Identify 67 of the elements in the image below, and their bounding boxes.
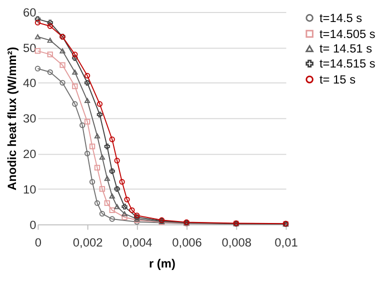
point xyxy=(60,48,66,54)
point xyxy=(104,176,110,181)
point xyxy=(34,16,41,22)
x-axis-title: r (m) xyxy=(149,256,176,270)
x-tick-label: 0,006 xyxy=(172,236,202,250)
point xyxy=(89,179,96,185)
point xyxy=(72,83,78,90)
x-tick-label: 0,004 xyxy=(122,236,153,250)
point xyxy=(72,70,78,75)
point xyxy=(72,52,78,58)
point xyxy=(122,211,128,216)
y-tick-label: 0 xyxy=(30,218,37,232)
point xyxy=(129,207,135,213)
point xyxy=(109,136,115,142)
point xyxy=(114,186,120,192)
point xyxy=(96,101,103,107)
point xyxy=(99,210,106,217)
legend-label: t=14.515 s xyxy=(319,56,376,71)
point xyxy=(124,196,130,202)
point xyxy=(94,200,100,206)
x-tick-label: 0,01 xyxy=(274,236,298,250)
point xyxy=(114,158,120,164)
point xyxy=(94,164,100,171)
point xyxy=(72,101,78,107)
point xyxy=(109,216,115,222)
point xyxy=(99,154,106,160)
y-tick-label: 60 xyxy=(22,5,37,20)
point xyxy=(109,207,115,213)
point xyxy=(109,193,115,199)
point xyxy=(84,150,90,156)
point xyxy=(47,38,53,43)
y-tick-label: 30 xyxy=(22,112,37,126)
point xyxy=(60,62,66,68)
point xyxy=(114,204,120,210)
point xyxy=(84,98,90,103)
point xyxy=(104,200,110,206)
point xyxy=(96,112,103,118)
x-tick-label: 0,002 xyxy=(72,236,104,250)
point xyxy=(122,204,128,210)
point xyxy=(72,55,78,61)
point xyxy=(47,20,53,26)
point xyxy=(34,34,41,40)
y-tick-label: 10 xyxy=(22,182,37,196)
y-tick-label: 40 xyxy=(22,76,37,90)
point xyxy=(84,80,90,86)
y-tick-label: 20 xyxy=(22,147,37,162)
point xyxy=(104,144,110,150)
point xyxy=(47,52,53,58)
point xyxy=(47,23,53,29)
point xyxy=(60,80,66,86)
point xyxy=(99,186,106,192)
point xyxy=(47,69,53,75)
legend-label: t=14.505 s xyxy=(319,26,376,41)
legend-label: t=14.5 s xyxy=(319,10,362,25)
point xyxy=(84,118,90,125)
point xyxy=(94,133,100,138)
point xyxy=(122,214,128,220)
y-tick-label: 50 xyxy=(22,40,37,55)
point xyxy=(80,122,86,128)
legend-label: t= 15 s xyxy=(319,72,356,86)
x-tick-label: 0,008 xyxy=(222,236,252,250)
point xyxy=(119,179,125,185)
point xyxy=(109,168,115,174)
point xyxy=(84,72,90,79)
y-axis-title: Anodic heat flux (W/mm²) xyxy=(5,46,20,190)
point xyxy=(89,144,96,150)
legend-label: t= 14.51 s xyxy=(319,42,372,56)
